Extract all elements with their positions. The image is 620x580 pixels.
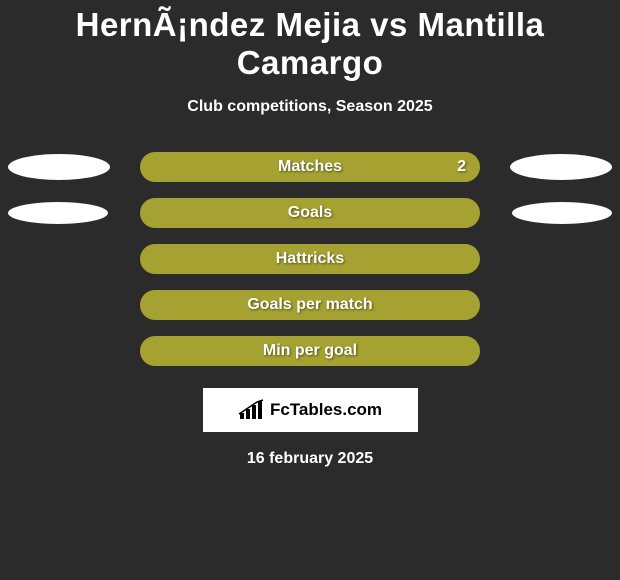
- stat-label: Matches: [278, 158, 342, 176]
- left-ellipse: [8, 202, 108, 224]
- right-ellipse: [512, 202, 612, 224]
- stat-row: Min per goal: [0, 336, 620, 366]
- stat-bar: Goals per match: [140, 290, 480, 320]
- right-ellipse: [510, 154, 612, 180]
- page-title: HernÃ¡ndez Mejia vs Mantilla Camargo: [0, 6, 620, 82]
- stat-label: Hattricks: [276, 250, 344, 268]
- date-label: 16 february 2025: [247, 450, 373, 468]
- stat-row: Goals per match: [0, 290, 620, 320]
- stat-bar: Hattricks: [140, 244, 480, 274]
- stat-row: Hattricks: [0, 244, 620, 274]
- bar-chart-icon: [238, 399, 264, 421]
- logo-text: FcTables.com: [270, 400, 382, 420]
- stat-bar: Matches 2: [140, 152, 480, 182]
- left-ellipse: [8, 154, 110, 180]
- stat-row: Matches 2: [0, 152, 620, 182]
- page-subtitle: Club competitions, Season 2025: [187, 98, 432, 116]
- stat-row: Goals: [0, 198, 620, 228]
- stat-label: Goals per match: [247, 296, 372, 314]
- stat-rows: Matches 2 Goals Hattricks Goals per match Min…: [0, 152, 620, 366]
- stat-label: Goals: [288, 204, 332, 222]
- stat-value-right: 2: [457, 158, 466, 176]
- stat-bar: Goals: [140, 198, 480, 228]
- stat-label: Min per goal: [263, 342, 357, 360]
- logo-box: FcTables.com: [203, 388, 418, 432]
- comparison-widget: HernÃ¡ndez Mejia vs Mantilla Camargo Clu…: [0, 0, 620, 468]
- stat-bar: Min per goal: [140, 336, 480, 366]
